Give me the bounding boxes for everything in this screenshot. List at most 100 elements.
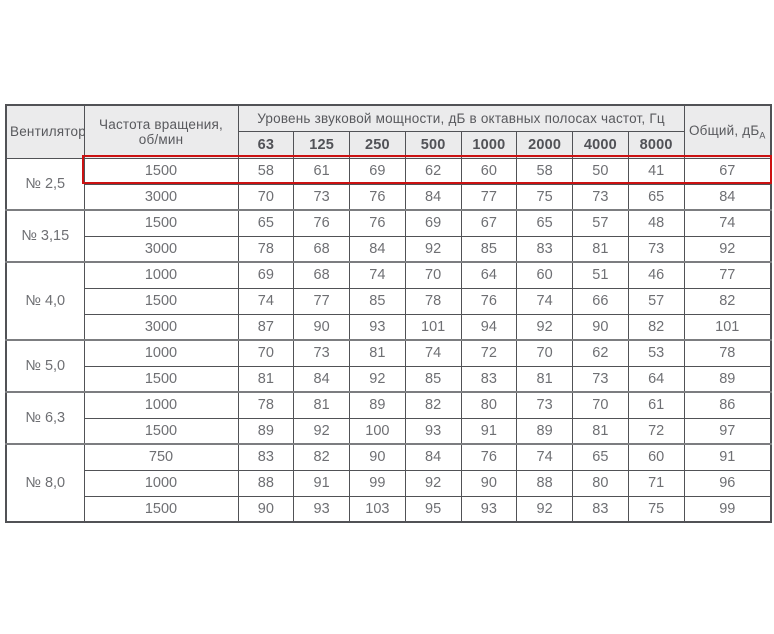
cell-total-level: 77: [683, 261, 772, 289]
cell-sound-level: 58: [516, 157, 573, 185]
cell-sound-level: 46: [627, 261, 685, 289]
cell-sound-level: 92: [404, 235, 462, 263]
header-frequency: 4000: [572, 130, 629, 159]
table-row: № 6,3 1000 78 81 89 82 80 73 70 61 86: [5, 391, 772, 445]
cell-sound-level: 67: [460, 209, 518, 237]
header-frequency: 250: [349, 130, 406, 159]
table-row: 3000 70 73 76 84 77 75 73 65 84: [6, 183, 772, 211]
cell-rpm: 3000: [83, 183, 239, 211]
cell-total-level: 67: [683, 157, 772, 185]
cell-fan-number: № 5,0: [5, 339, 85, 393]
cell-sound-level: 60: [460, 157, 518, 185]
table-row: 3000 87 90 93 101 94 92 90 82 101: [6, 313, 772, 341]
cell-total-level: 91: [683, 443, 772, 471]
header-frequency: 63: [237, 130, 295, 159]
cell-sound-level: 76: [460, 287, 518, 315]
cell-sound-level: 85: [404, 365, 462, 393]
cell-total-level: 96: [683, 469, 772, 497]
cell-sound-level: 72: [460, 339, 518, 367]
cell-sound-level: 70: [572, 391, 629, 419]
cell-sound-level: 80: [460, 391, 518, 419]
cell-sound-level: 94: [460, 313, 518, 341]
cell-rpm: 1000: [83, 469, 239, 497]
cell-sound-level: 51: [572, 261, 629, 289]
cell-sound-level: 74: [516, 287, 573, 315]
cell-fan-number: № 2,5: [5, 157, 85, 211]
cell-sound-level: 93: [293, 495, 350, 523]
header-frequency: 125: [293, 130, 350, 159]
cell-rpm: 1500: [83, 495, 239, 523]
header-frequencies-row: 63 125 250 500 1000 2000 4000 8000: [6, 130, 771, 159]
cell-sound-level: 78: [237, 391, 295, 419]
cell-sound-level: 90: [293, 313, 350, 341]
cell-sound-level: 65: [237, 209, 295, 237]
cell-sound-level: 57: [572, 209, 629, 237]
header-rpm: Частота вращения, об/мин: [83, 104, 239, 159]
cell-rpm: 1500: [83, 287, 239, 315]
cell-sound-level: 70: [237, 183, 295, 211]
cell-sound-level: 81: [293, 391, 350, 419]
cell-sound-level: 60: [627, 443, 685, 471]
cell-sound-level: 90: [460, 469, 518, 497]
cell-rpm: 1000: [83, 339, 239, 367]
cell-sound-level: 69: [404, 209, 462, 237]
cell-sound-level: 70: [237, 339, 295, 367]
table-row: 1000 88 91 99 92 90 88 80 71 96: [6, 469, 772, 497]
cell-sound-level: 101: [404, 313, 462, 341]
cell-sound-level: 70: [404, 261, 462, 289]
cell-sound-level: 84: [349, 235, 406, 263]
cell-sound-level: 92: [516, 495, 573, 523]
cell-sound-level: 99: [349, 469, 406, 497]
cell-rpm: 3000: [83, 313, 239, 341]
cell-sound-level: 72: [627, 417, 685, 445]
cell-sound-level: 81: [516, 365, 573, 393]
cell-sound-level: 85: [460, 235, 518, 263]
cell-sound-level: 73: [293, 183, 350, 211]
cell-sound-level: 93: [460, 495, 518, 523]
cell-sound-level: 64: [627, 365, 685, 393]
table-row: № 3,15 1500 65 76 76 69 67 65 57 48 74: [5, 209, 772, 263]
fan-noise-table: Вентилятор Частота вращения, об/мин Уров…: [5, 104, 773, 523]
cell-sound-level: 77: [293, 287, 350, 315]
cell-sound-level: 71: [627, 469, 685, 497]
cell-total-level: 86: [683, 391, 772, 419]
header-row-main: Вентилятор Частота вращения, об/мин Уров…: [5, 104, 772, 159]
cell-sound-level: 88: [516, 469, 573, 497]
table-row: 1500 89 92 100 93 91 89 81 72 97: [6, 417, 772, 445]
cell-sound-level: 100: [349, 417, 406, 445]
cell-sound-level: 58: [237, 157, 295, 185]
table-row: 1500 81 84 92 85 83 81 73 64 89: [6, 365, 772, 393]
cell-total-level: 78: [683, 339, 772, 367]
cell-rpm: 1000: [83, 391, 239, 419]
cell-sound-level: 68: [293, 261, 350, 289]
cell-sound-level: 88: [237, 469, 295, 497]
cell-sound-level: 76: [293, 209, 350, 237]
cell-sound-level: 60: [516, 261, 573, 289]
table-row: № 5,0 1000 70 73 81 74 72 70 62 53 78: [5, 339, 772, 393]
cell-total-level: 101: [683, 313, 772, 341]
cell-sound-level: 81: [572, 235, 629, 263]
cell-sound-level: 76: [349, 183, 406, 211]
cell-total-level: 89: [683, 365, 772, 393]
cell-sound-level: 61: [293, 157, 350, 185]
cell-sound-level: 76: [460, 443, 518, 471]
cell-sound-level: 65: [627, 183, 685, 211]
cell-sound-level: 41: [627, 157, 685, 185]
cell-sound-level: 81: [237, 365, 295, 393]
cell-sound-level: 89: [237, 417, 295, 445]
cell-rpm: 750: [83, 443, 239, 471]
cell-total-level: 74: [683, 209, 772, 237]
header-total-label: Общий, дБ: [688, 122, 760, 138]
cell-fan-number: № 6,3: [5, 391, 85, 445]
cell-rpm: 1000: [83, 261, 239, 289]
cell-sound-level: 77: [460, 183, 518, 211]
cell-fan-number: № 4,0: [5, 261, 85, 341]
table-row: № 2,5 1500 58 61 69 62 60 58 50 41 67: [5, 157, 772, 211]
cell-sound-level: 93: [349, 313, 406, 341]
header-fan: Вентилятор: [5, 104, 85, 159]
table-row: 1500 90 93 103 95 93 92 83 75 99: [6, 495, 772, 523]
cell-sound-level: 90: [572, 313, 629, 341]
cell-sound-level: 69: [237, 261, 295, 289]
fan-noise-table-wrap: Вентилятор Частота вращения, об/мин Уров…: [5, 104, 773, 523]
cell-total-level: 92: [683, 235, 772, 263]
